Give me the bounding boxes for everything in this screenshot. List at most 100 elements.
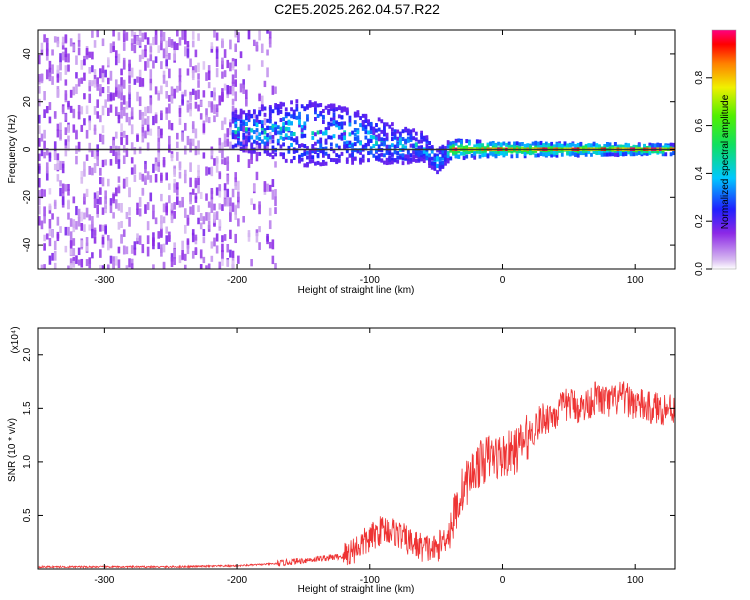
spectrogram-cell [104, 196, 107, 206]
spectrogram-cell [574, 144, 577, 149]
spectrogram-cell [263, 182, 267, 193]
spectrogram-cell [215, 32, 219, 41]
spectrogram-cell [656, 149, 660, 154]
spectrogram-cell [414, 131, 418, 136]
spectrogram-cell [136, 35, 139, 46]
spectrogram-cell [515, 154, 519, 159]
spectrogram-cell [120, 220, 123, 228]
spectrogram-cell [130, 43, 134, 51]
spectrogram-cell [53, 262, 57, 269]
spectrogram-cell [210, 91, 214, 98]
spectrogram-cell [75, 206, 78, 216]
spectrogram-cell [452, 144, 455, 149]
spectrogram-cell [109, 70, 113, 81]
spectrogram-cell [351, 143, 354, 148]
spectrogram-cell [263, 106, 267, 111]
spectrogram-cell [252, 122, 256, 127]
spectrogram-cell [258, 201, 261, 209]
spectrogram-cell [72, 248, 76, 257]
spectrogram-cell [154, 115, 158, 124]
spectrogram-cell [162, 216, 166, 224]
spectrogram-cell [255, 128, 259, 133]
spectrogram-cell [130, 245, 134, 254]
spectrogram-cell [189, 138, 192, 146]
spectrogram-cell [430, 165, 434, 170]
spectrogram-cell [383, 137, 386, 142]
spectrogram-cell [75, 155, 78, 165]
spectrogram-cell [268, 110, 272, 115]
spectrogram-cell [340, 121, 344, 126]
spectrogram-cell [234, 130, 238, 135]
spectrogram-cell [91, 228, 94, 239]
spectrogram-cell [592, 149, 596, 154]
spectrogram-cell [160, 247, 163, 257]
spectrogram-cell [210, 203, 214, 213]
spectrogram-cell [560, 144, 564, 149]
spectrogram-cell [356, 128, 360, 133]
spectrogram-cell [239, 83, 243, 93]
spectrogram-cell [75, 55, 78, 65]
spectrogram-cell [237, 255, 240, 264]
spectrogram-cell [38, 177, 41, 188]
spectrogram-cell [189, 58, 192, 68]
spectrogram-cell [303, 144, 307, 149]
spectrogram-cell [412, 157, 416, 162]
spectrogram-cell [449, 156, 453, 161]
spectrogram-cell [383, 140, 386, 145]
spectrogram-cell [207, 167, 211, 175]
spectrogram-cell [420, 130, 423, 135]
spectrogram-cell [345, 149, 349, 154]
spectrogram-cell [367, 130, 370, 135]
spectrogram-cell [292, 115, 296, 120]
snr-xlabel: Height of straight line (km) [298, 584, 415, 595]
spectrogram-cell [284, 120, 288, 125]
spectrogram-cell [91, 167, 94, 176]
spectrogram-y-tick-label: -20 [22, 190, 33, 205]
spectrogram-cell [88, 120, 92, 131]
spectrogram-cell [481, 153, 485, 158]
spectrogram-cell [377, 144, 381, 149]
spectrogram-cell [271, 155, 275, 160]
spectrogram-cell [239, 141, 243, 146]
spectrogram-cell [452, 140, 455, 145]
spectrogram-cell [406, 138, 410, 143]
spectrogram-cell [462, 156, 466, 161]
spectrogram-cell [380, 137, 384, 142]
spectrogram-cell [43, 140, 46, 149]
spectrogram-cell [99, 68, 102, 79]
spectrogram-cell [239, 123, 243, 128]
spectrogram-cell [104, 203, 107, 214]
spectrogram-cell [393, 129, 397, 134]
spectrogram-cell [173, 41, 176, 51]
spectrogram-cell [481, 149, 485, 154]
spectrogram-cell [558, 142, 562, 147]
spectrogram-cell [252, 139, 256, 144]
spectrogram-cell [587, 143, 591, 148]
spectrogram-cell [465, 145, 469, 150]
spectrogram-cell [383, 125, 386, 130]
spectrogram-cell [114, 145, 118, 156]
spectrogram-cell [69, 105, 73, 113]
spectrogram-cell [133, 241, 137, 250]
spectrogram-cell [96, 204, 99, 215]
spectrogram-cell [311, 159, 315, 164]
spectrogram-cell [245, 121, 248, 126]
spectrogram-cell [191, 31, 195, 40]
spectrogram-cell [85, 47, 89, 56]
spectrogram-cell [213, 237, 216, 247]
spectrogram-cell [170, 215, 174, 224]
spectrogram-cell [592, 141, 596, 146]
spectrogram-cell [138, 109, 142, 120]
spectrogram-cell [130, 258, 134, 265]
spectrogram-cell [526, 143, 530, 148]
spectrogram-cell [321, 115, 325, 120]
spectrogram-cell [449, 146, 453, 151]
spectrogram-cell [64, 113, 68, 121]
spectrogram-cell [361, 154, 365, 159]
spectrogram-cell [48, 218, 52, 229]
snr-plot-area [38, 328, 675, 569]
spectrogram-cell [406, 131, 410, 136]
spectrogram-cell [420, 145, 423, 150]
spectrogram-cell [183, 253, 187, 261]
spectrogram-cell [107, 107, 110, 116]
